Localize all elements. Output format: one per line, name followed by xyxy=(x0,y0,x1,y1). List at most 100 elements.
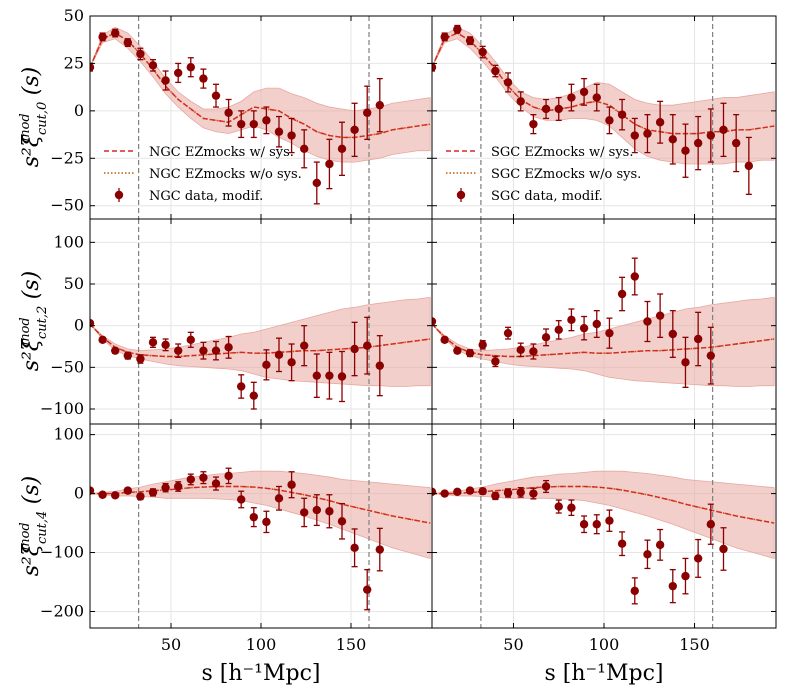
data-point xyxy=(287,480,296,489)
data-point xyxy=(579,87,589,97)
data-point xyxy=(617,539,627,548)
data-point xyxy=(554,502,563,511)
legend-label-data: NGC data, modif. xyxy=(149,189,263,204)
data-point xyxy=(706,351,716,360)
data-point xyxy=(363,341,372,350)
y-tick-label: 50 xyxy=(64,274,84,293)
data-point xyxy=(719,125,728,135)
data-point xyxy=(567,503,576,512)
data-point xyxy=(655,118,665,127)
y-tick-label: 50 xyxy=(64,6,84,25)
data-point xyxy=(148,488,158,497)
data-point xyxy=(274,494,284,503)
data-point xyxy=(274,350,284,360)
y-tick-label: 100 xyxy=(53,425,84,444)
data-point xyxy=(300,144,309,154)
data-point xyxy=(440,32,449,42)
data-point xyxy=(350,125,359,135)
data-point xyxy=(249,119,258,129)
data-point xyxy=(605,328,614,338)
data-point xyxy=(211,91,221,100)
data-point xyxy=(554,104,563,114)
data-point xyxy=(630,131,639,140)
y-axis-label: s²ξcut,4mod(s) xyxy=(18,476,50,576)
model-line-with-sys xyxy=(432,323,775,358)
data-point xyxy=(503,78,513,87)
y-axis-label: s²ξcut,0mod(s) xyxy=(18,67,50,167)
data-point xyxy=(693,138,703,148)
data-point xyxy=(262,517,271,527)
data-point xyxy=(325,159,334,169)
y-tick-label: −50 xyxy=(50,357,84,376)
data-point xyxy=(249,391,258,400)
data-point xyxy=(655,311,665,320)
y-tick-label: −25 xyxy=(50,148,84,167)
data-point xyxy=(668,581,677,591)
data-point xyxy=(249,512,258,522)
legend: SGC EZmocks w/ sys. SGC EZmocks w/o sys. S… xyxy=(446,145,641,204)
data-point xyxy=(668,135,677,144)
data-point xyxy=(503,328,513,338)
legend-label-sys: NGC EZmocks w/ sys. xyxy=(149,145,294,160)
data-point xyxy=(440,489,449,498)
data-point xyxy=(465,348,475,358)
data-point xyxy=(174,68,183,78)
data-point xyxy=(453,25,462,34)
data-point xyxy=(161,340,170,350)
data-point xyxy=(312,505,321,515)
plot-area xyxy=(90,16,432,219)
data-point xyxy=(98,335,107,345)
data-point xyxy=(287,131,296,140)
data-point xyxy=(465,486,475,495)
data-point xyxy=(224,471,233,481)
data-point xyxy=(161,76,170,85)
data-point xyxy=(300,508,309,517)
data-point xyxy=(567,93,576,102)
x-tick-label: 100 xyxy=(246,635,277,654)
data-point xyxy=(274,127,284,136)
data-point xyxy=(681,358,690,367)
data-point xyxy=(350,344,359,354)
panel-ngc-l4: −200 −100 0 100 50 100 150 xyxy=(40,423,433,654)
data-point xyxy=(541,333,551,342)
data-point xyxy=(491,357,500,366)
data-point xyxy=(312,371,321,380)
data-point xyxy=(529,489,538,498)
data-point xyxy=(174,482,183,491)
panel-sgc-l0: SGC EZmocks w/ sys. SGC EZmocks w/o sys. S… xyxy=(431,15,777,220)
data-point xyxy=(592,319,601,329)
data-point xyxy=(287,358,296,367)
data-point xyxy=(643,129,652,138)
plot-area xyxy=(90,219,432,424)
y-tick-label: −100 xyxy=(40,543,84,562)
data-point xyxy=(375,361,384,370)
legend-label-nosys: SGC EZmocks w/o sys. xyxy=(491,167,641,182)
data-point xyxy=(630,586,639,596)
y-tick-label: −100 xyxy=(40,399,84,418)
data-point xyxy=(123,486,132,495)
data-point xyxy=(237,382,246,391)
data-point xyxy=(262,116,271,125)
data-point xyxy=(363,585,372,594)
y-tick-label: 100 xyxy=(53,232,84,251)
data-point xyxy=(693,554,703,563)
data-point xyxy=(465,36,475,45)
data-point xyxy=(554,325,563,335)
data-point xyxy=(111,28,120,38)
data-point xyxy=(706,520,716,529)
data-point xyxy=(186,335,195,345)
model-line-with-sys xyxy=(432,32,775,135)
data-point xyxy=(529,119,538,129)
data-point xyxy=(579,323,589,333)
data-point xyxy=(516,345,525,355)
data-point xyxy=(491,66,500,76)
data-point xyxy=(174,346,183,355)
data-point xyxy=(478,340,487,350)
data-point xyxy=(491,491,500,501)
y-tick-label: 0 xyxy=(74,484,84,503)
panel-ngc-l2: −100 −50 0 50 100 xyxy=(40,218,433,425)
data-point xyxy=(148,61,158,70)
data-point xyxy=(643,317,652,326)
data-point xyxy=(592,520,601,529)
